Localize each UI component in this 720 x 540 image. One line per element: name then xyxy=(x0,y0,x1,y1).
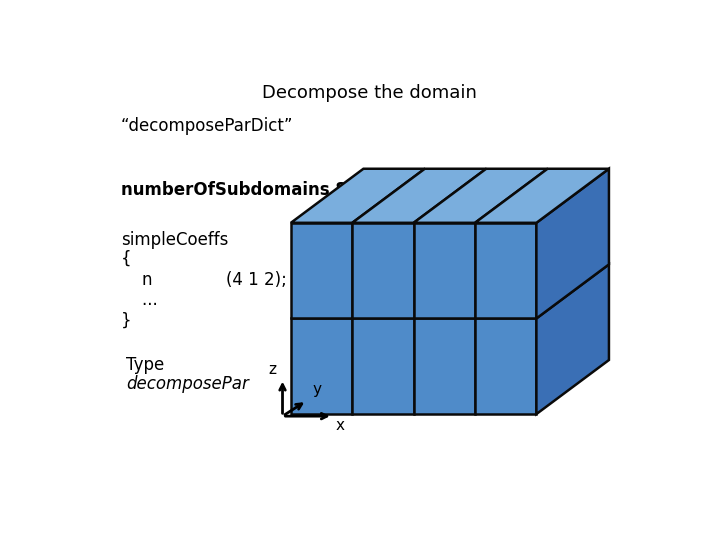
Polygon shape xyxy=(475,223,536,319)
Text: ...: ... xyxy=(121,292,158,309)
Text: z: z xyxy=(269,362,276,377)
Polygon shape xyxy=(475,319,536,414)
Text: Type: Type xyxy=(126,356,165,374)
Polygon shape xyxy=(413,319,475,414)
Polygon shape xyxy=(413,223,475,319)
Polygon shape xyxy=(291,319,352,414)
Polygon shape xyxy=(413,168,547,223)
Polygon shape xyxy=(536,265,609,414)
Polygon shape xyxy=(475,168,609,223)
Polygon shape xyxy=(352,168,486,223)
Polygon shape xyxy=(352,319,413,414)
Text: {: { xyxy=(121,250,131,268)
Text: decomposePar: decomposePar xyxy=(126,375,249,393)
Polygon shape xyxy=(536,168,609,319)
Polygon shape xyxy=(291,223,352,319)
Polygon shape xyxy=(291,168,425,223)
Text: numberOfSubdomains 8;: numberOfSubdomains 8; xyxy=(121,181,354,199)
Text: n              (4 1 2);: n (4 1 2); xyxy=(121,271,287,288)
Polygon shape xyxy=(352,223,413,319)
Text: y: y xyxy=(312,382,321,397)
Text: “decomposeParDict”: “decomposeParDict” xyxy=(121,117,293,135)
Text: simpleCoeffs: simpleCoeffs xyxy=(121,231,228,249)
Text: x: x xyxy=(336,418,344,433)
Text: }: } xyxy=(121,312,131,330)
Text: Decompose the domain: Decompose the domain xyxy=(261,84,477,102)
